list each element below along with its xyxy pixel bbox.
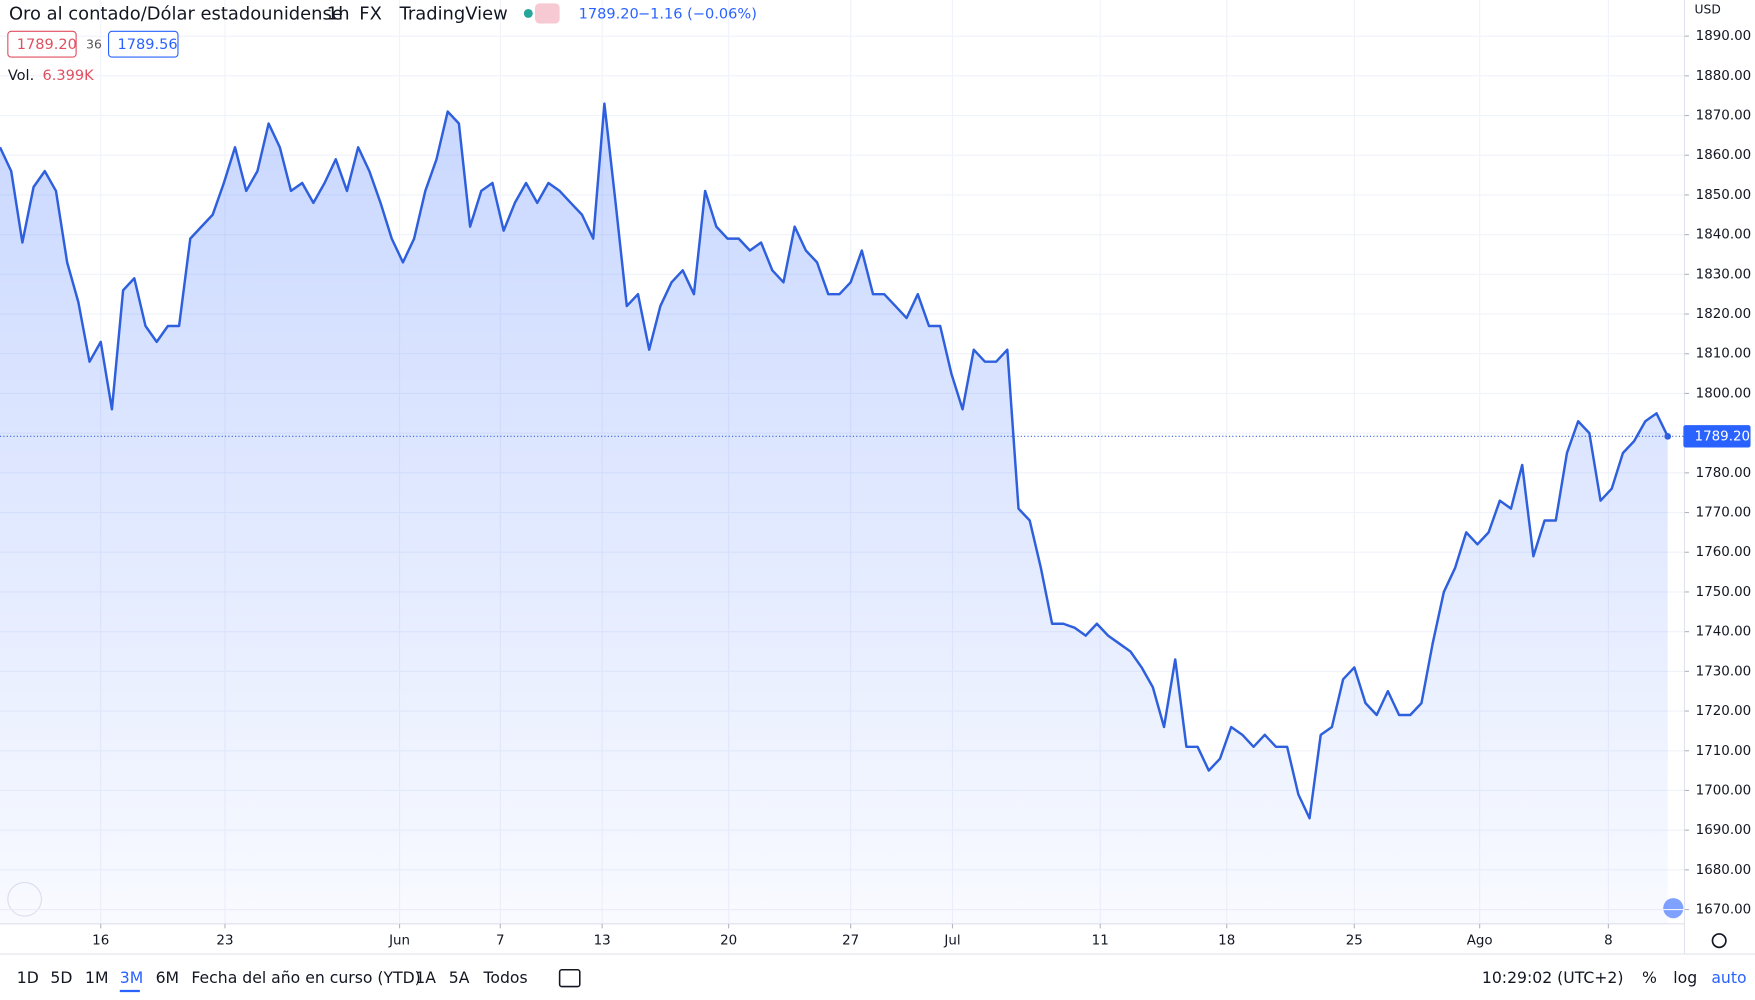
x-tick-label: 16: [92, 934, 109, 949]
range-button[interactable]: Fecha del año en curso (YTD): [191, 968, 420, 987]
x-tick-label: 13: [594, 934, 611, 949]
area-fill: [0, 103, 1668, 924]
clock[interactable]: 10:29:02 (UTC+2): [1482, 968, 1624, 987]
range-button[interactable]: 6M: [156, 968, 179, 987]
y-tick-label: 1710.00: [1696, 744, 1752, 759]
y-tick-label: 1880.00: [1696, 69, 1752, 84]
scale-option[interactable]: auto: [1711, 968, 1746, 987]
x-tick-label: 18: [1218, 934, 1235, 949]
y-tick-label: 1690.00: [1696, 823, 1752, 838]
range-button[interactable]: 5D: [50, 968, 72, 987]
currency: USD: [1695, 3, 1721, 17]
status-dot: [523, 8, 533, 18]
y-tick-label: 1720.00: [1696, 704, 1752, 719]
source: TradingView: [399, 4, 508, 25]
y-tick-label: 1780.00: [1696, 466, 1752, 481]
y-tick-label: 1850.00: [1696, 188, 1752, 203]
y-tick-label: 1700.00: [1696, 783, 1752, 798]
x-tick-label: 25: [1346, 934, 1363, 949]
y-tick-label: 1810.00: [1696, 347, 1752, 362]
x-tick-label: 20: [720, 934, 737, 949]
y-tick-label: 1890.00: [1696, 29, 1752, 44]
interval[interactable]: 1h: [327, 4, 350, 25]
y-tick-label: 1740.00: [1696, 625, 1752, 640]
x-tick-label: 23: [216, 934, 233, 949]
y-tick-label: 1870.00: [1696, 109, 1752, 124]
last-price-badge: [1683, 425, 1751, 448]
spread: 36: [86, 37, 102, 51]
y-tick-label: 1840.00: [1696, 228, 1752, 243]
y-tick-label: 1670.00: [1696, 903, 1752, 918]
y-tick-label: 1760.00: [1696, 545, 1752, 560]
price-change: −1.16 (−0.06%): [638, 6, 757, 23]
last-price: 1789.20: [579, 6, 639, 23]
y-tick-label: 1820.00: [1696, 307, 1752, 322]
x-tick-label: 7: [496, 934, 505, 949]
range-button[interactable]: 3M: [120, 968, 143, 987]
price-line: [0, 102, 1669, 820]
y-tick-label: 1770.00: [1696, 506, 1752, 521]
symbol: Oro al contado/Dólar estadounidense: [9, 4, 343, 25]
range-button[interactable]: 1M: [85, 968, 108, 987]
flag-icon: [1663, 898, 1684, 919]
volume: 6.399K: [43, 67, 95, 84]
y-tick-label: 1800.00: [1696, 386, 1752, 401]
x-tick-label: 27: [842, 934, 859, 949]
range-button[interactable]: Todos: [483, 968, 528, 987]
exchange: FX: [359, 4, 382, 25]
date-range-icon[interactable]: [558, 968, 581, 988]
ask-box[interactable]: [108, 30, 179, 58]
ask: 1789.56: [118, 36, 178, 53]
range-button[interactable]: 5A: [449, 968, 470, 987]
x-tick-label: Ago: [1467, 934, 1493, 949]
last-point: [1664, 432, 1672, 440]
range-button[interactable]: 1A: [415, 968, 436, 987]
settings-icon[interactable]: [1711, 933, 1727, 949]
delay-icon: [535, 3, 560, 24]
x-tick-label: Jul: [943, 934, 960, 949]
last-price-label: 1789.20: [1695, 429, 1751, 444]
y-tick-label: 1860.00: [1696, 148, 1752, 163]
x-tick-label: 11: [1092, 934, 1109, 949]
bid: 1789.20: [17, 36, 77, 53]
x-tick-label: Jun: [388, 934, 410, 949]
y-tick-label: 1830.00: [1696, 267, 1752, 282]
y-tick-label: 1750.00: [1696, 585, 1752, 600]
bid-box[interactable]: [7, 30, 77, 58]
range-button[interactable]: 1D: [17, 968, 39, 987]
y-tick-label: 1730.00: [1696, 664, 1752, 679]
scale-option[interactable]: log: [1673, 968, 1697, 987]
scale-option[interactable]: %: [1642, 968, 1657, 987]
y-tick-label: 1680.00: [1696, 863, 1752, 878]
volume-label: Vol.: [8, 67, 34, 84]
x-tick-label: 8: [1604, 934, 1613, 949]
